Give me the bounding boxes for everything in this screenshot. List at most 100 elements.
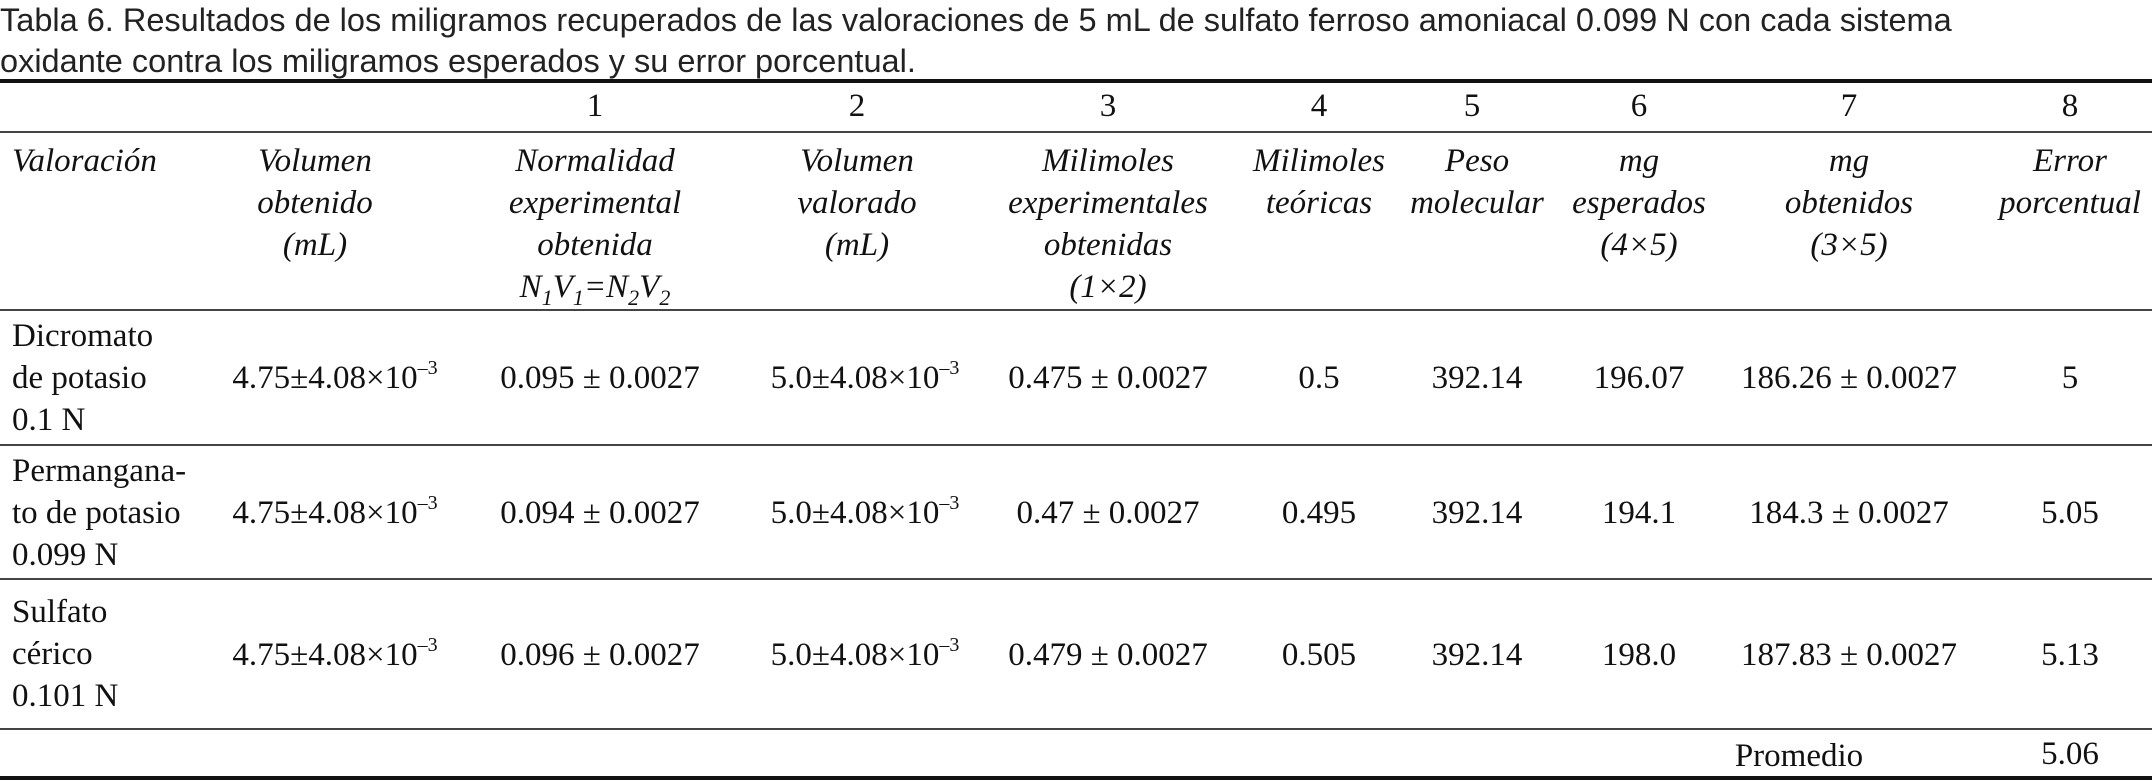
bottom-rule [0,776,2152,780]
header-line: (1×2) [1069,269,1147,305]
row-name-line: Dicromato [12,318,154,354]
formula-part: V [639,269,660,305]
row-name-line: 0.1 N [12,402,86,438]
top-rule [0,79,2152,83]
row-1-error: 5 [2061,360,2079,396]
formula-part: N [519,269,542,305]
header-line: (4×5) [1600,227,1678,263]
header-line: obtenido [257,185,373,221]
caption-line-2: oxidante contra los miligramos esperados… [0,43,916,79]
row-2-mg-esperados: 194.1 [1601,495,1677,531]
row-name-dicromato: Dicromato de potasio 0.1 N [12,315,153,441]
value-exponent: –3 [939,634,960,656]
row-3-peso-molecular: 392.14 [1431,637,1523,673]
header-line: porcentual [1999,185,2141,221]
row-3-normalidad: 0.096 ± 0.0027 [500,637,700,673]
header-line: Volumen [800,143,914,179]
header-volumen-valorado: Volumen valorado (mL) [757,140,957,266]
header-line: teóricas [1265,185,1373,221]
value-base: 5.0±4.08×10 [770,637,940,673]
header-line: Error [2033,143,2107,179]
row-name-line: to de potasio [12,495,181,531]
row-1-mg-obtenidos: 186.26 ± 0.0027 [1740,360,1958,396]
formula-subscript: 2 [628,285,640,310]
caption-label: Tabla 6. [0,2,114,38]
header-peso-molecular: Peso molecular [1402,140,1552,224]
header-line: (mL) [282,227,348,263]
column-number-rule [0,131,2152,133]
row-2-mg-obtenidos: 184.3 ± 0.0027 [1749,495,1949,531]
caption-line-1: Tabla 6. Resultados de los miligramos re… [0,0,2152,41]
value-exponent: –3 [939,492,960,514]
row-1-normalidad: 0.095 ± 0.0027 [500,360,700,396]
header-line: Normalidad [515,143,675,179]
value-exponent: –3 [417,634,438,656]
column-number-3: 3 [1099,88,1117,124]
row-3-volumen-obtenido: 4.75±4.08×10–3 [205,634,465,680]
row-3-milimoles-experimentales: 0.479 ± 0.0027 [1008,637,1208,673]
row-name-line: Sulfato [12,594,108,630]
row-1-rule [0,444,2152,446]
column-number-1: 1 [586,88,604,124]
row-1-volumen-valorado: 5.0±4.08×10–3 [745,357,985,403]
header-line: experimental [508,185,682,221]
header-volumen-obtenido: Volumen obtenido (mL) [215,140,415,266]
row-1-volumen-obtenido: 4.75±4.08×10–3 [205,357,465,403]
column-number-2: 2 [848,88,866,124]
row-2-normalidad: 0.094 ± 0.0027 [500,495,700,531]
header-line: mg [1618,143,1660,179]
header-line: obtenidas [1043,227,1173,263]
row-2-volumen-valorado: 5.0±4.08×10–3 [745,492,985,538]
promedio-value: 5.06 [2041,736,2099,772]
header-line: mg [1828,143,1870,179]
row-3-volumen-valorado: 5.0±4.08×10–3 [745,634,985,680]
row-name-line: cérico [12,636,93,672]
column-number-8: 8 [2061,88,2079,124]
header-line: obtenidos [1784,185,1914,221]
row-3-error: 5.13 [2041,637,2099,673]
formula-part: = [583,269,607,305]
header-line: (3×5) [1810,227,1888,263]
row-2-milimoles-experimentales: 0.47 ± 0.0027 [1016,495,1200,531]
row-3-milimoles-teoricas: 0.505 [1281,637,1357,673]
header-milimoles-experimentales: Milimoles experimentales obtenidas (1×2) [993,140,1223,308]
column-number-6: 6 [1630,88,1648,124]
row-name-sulfato-cerico: Sulfato cérico 0.101 N [12,591,118,717]
row-name-line: de potasio [12,360,147,396]
row-name-line: 0.101 N [12,678,119,714]
row-2-peso-molecular: 392.14 [1431,495,1523,531]
table-caption: Tabla 6. Resultados de los miligramos re… [0,0,2152,82]
header-milimoles-teoricas: Milimoles teóricas [1239,140,1399,224]
value-exponent: –3 [417,357,438,379]
row-2-error: 5.05 [2041,495,2099,531]
column-number-4: 4 [1310,88,1328,124]
value-exponent: –3 [417,492,438,514]
header-error-porcentual: Error porcentual [1985,140,2152,224]
column-number-7: 7 [1840,88,1858,124]
header-line: Milimoles [1042,143,1174,179]
row-2-volumen-obtenido: 4.75±4.08×10–3 [205,492,465,538]
header-line: Volumen [258,143,372,179]
row-name-line: Permangana- [12,453,187,489]
promedio-label: Promedio [1734,738,1864,774]
header-line: (mL) [824,227,890,263]
header-rule [0,309,2152,311]
header-mg-esperados: mg esperados (4×5) [1569,140,1709,266]
value-base: 4.75±4.08×10 [232,637,418,673]
formula-subscript: 1 [572,285,584,310]
header-line: Peso [1444,143,1510,179]
value-base: 5.0±4.08×10 [770,495,940,531]
row-1-peso-molecular: 392.14 [1431,360,1523,396]
row-name-permanganato: Permangana- to de potasio 0.099 N [12,450,186,576]
formula-subscript: 2 [659,285,671,310]
row-name-line: 0.099 N [12,537,119,573]
value-base: 4.75±4.08×10 [232,495,418,531]
header-mg-obtenidos: mg obtenidos (3×5) [1749,140,1949,266]
header-line: experimentales [1008,185,1208,221]
row-2-milimoles-teoricas: 0.495 [1281,495,1357,531]
row-1-milimoles-teoricas: 0.5 [1298,360,1340,396]
value-base: 5.0±4.08×10 [770,360,940,396]
header-line: molecular [1410,185,1544,221]
row-3-rule [0,728,2152,730]
header-line: obtenida [537,227,653,263]
